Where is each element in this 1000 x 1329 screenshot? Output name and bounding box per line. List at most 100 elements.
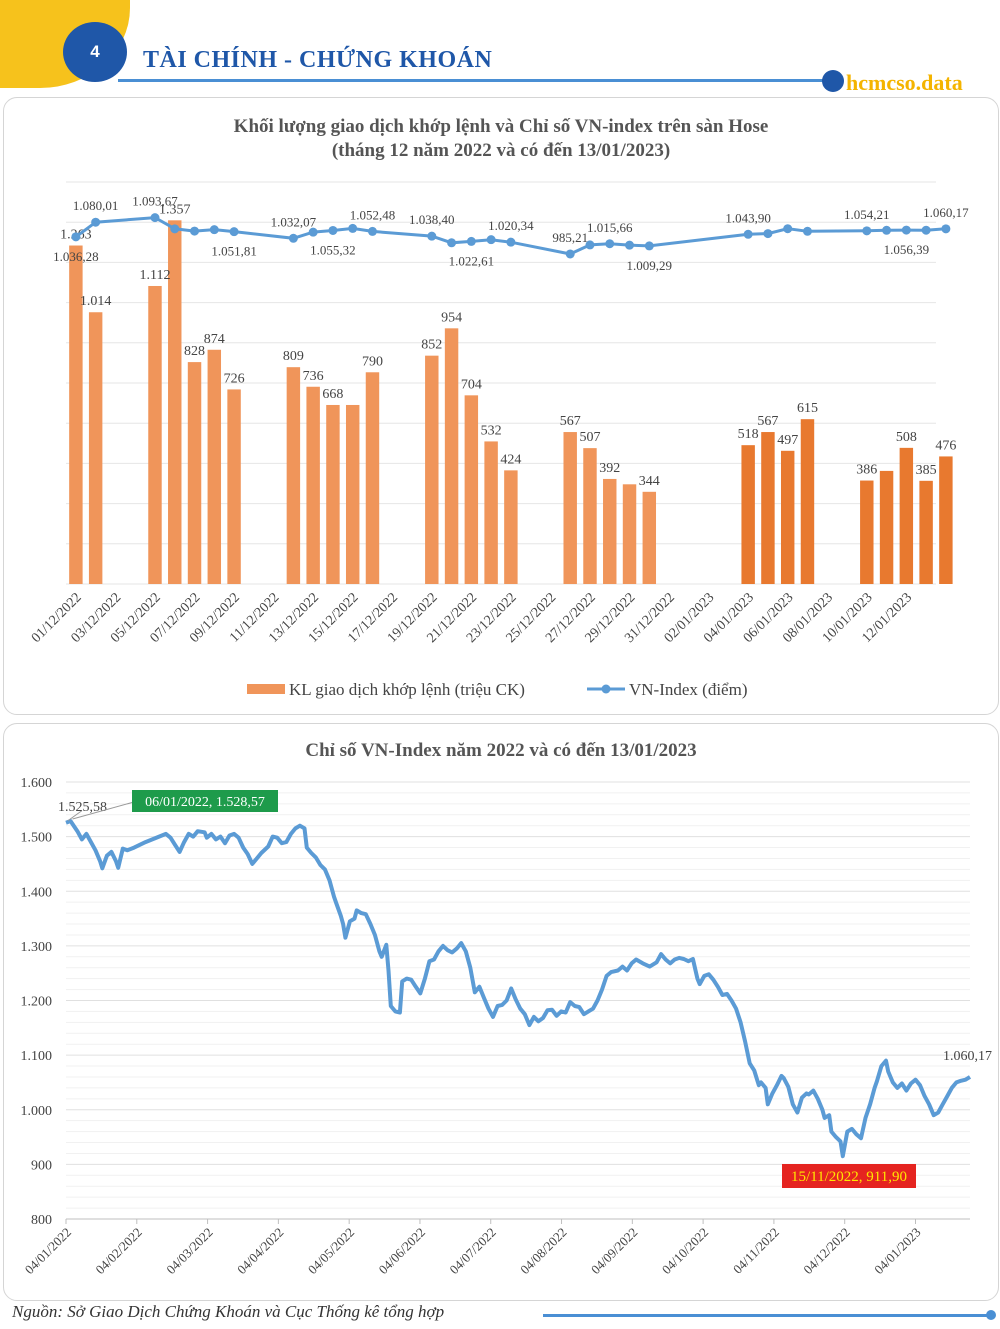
volume-bar bbox=[583, 448, 597, 584]
volume-bar bbox=[306, 386, 320, 584]
vnindex-point bbox=[882, 225, 892, 235]
vnindex-point bbox=[743, 229, 753, 239]
volume-bar-label: 344 bbox=[639, 474, 660, 489]
volume-bar bbox=[148, 285, 162, 584]
vnindex-point bbox=[348, 223, 358, 233]
high-value-label: 06/01/2022, 1.528,57 bbox=[145, 795, 265, 810]
section-title: TÀI CHÍNH - CHỨNG KHOÁN bbox=[143, 47, 493, 73]
vnindex-point bbox=[605, 239, 615, 249]
vnindex-point-label: 1.020,34 bbox=[488, 218, 534, 233]
volume-bar-label: 518 bbox=[738, 427, 759, 442]
brand-name: hcmcso.data bbox=[846, 70, 963, 95]
vnindex-point bbox=[802, 226, 812, 236]
volume-bar-label: 852 bbox=[421, 338, 442, 353]
volume-bar bbox=[227, 389, 241, 584]
start-label-leader bbox=[67, 810, 83, 822]
volume-bar-label: 1.357 bbox=[159, 202, 191, 217]
chart2-x-tick: 04/11/2022 bbox=[730, 1225, 782, 1277]
end-value-label: 1.060,17 bbox=[943, 1049, 992, 1064]
vnindex-point bbox=[783, 224, 793, 234]
footer-dot-icon bbox=[986, 1310, 996, 1320]
volume-bar-label: 828 bbox=[184, 344, 205, 359]
volume-bar-label: 615 bbox=[797, 401, 818, 416]
volume-bar-label: 424 bbox=[500, 452, 521, 467]
vnindex-point bbox=[71, 232, 81, 242]
brand-dot-icon bbox=[822, 70, 844, 92]
high-label-leader bbox=[72, 801, 135, 820]
vnindex-year-chart: Chỉ số VN-Index năm 2022 và có đến 13/01… bbox=[21, 740, 993, 1277]
volume-bar bbox=[365, 372, 380, 584]
volume-bar-label: 790 bbox=[362, 354, 383, 369]
vnindex-point bbox=[447, 238, 457, 248]
footer-divider bbox=[543, 1314, 989, 1317]
chart2-x-tick: 04/06/2022 bbox=[376, 1225, 428, 1277]
volume-bar bbox=[464, 395, 479, 584]
vnindex-point-label: 1.036,28 bbox=[53, 249, 99, 264]
vnindex-year-line bbox=[65, 819, 972, 1159]
volume-bar-label: 532 bbox=[481, 423, 502, 438]
chart2-title: Chỉ số VN-Index năm 2022 và có đến 13/01… bbox=[305, 740, 696, 761]
volume-bar-label: 704 bbox=[461, 377, 482, 392]
vnindex-point-label: 1.032,07 bbox=[271, 214, 317, 229]
vnindex-point bbox=[367, 226, 377, 236]
vnindex-point bbox=[901, 225, 911, 235]
volume-bar-label: 874 bbox=[204, 332, 225, 347]
vnindex-point bbox=[565, 249, 575, 259]
volume-bar bbox=[504, 470, 518, 584]
volume-bar bbox=[326, 404, 340, 584]
vnindex-point-label: 1.038,40 bbox=[409, 212, 455, 227]
vnindex-point bbox=[506, 237, 516, 247]
vnindex-point bbox=[466, 236, 476, 246]
volume-bar-label: 1.014 bbox=[80, 294, 112, 309]
vnindex-point-label: 1.055,32 bbox=[310, 242, 356, 257]
volume-bar bbox=[484, 441, 498, 584]
volume-bar bbox=[899, 447, 914, 584]
vnindex-point bbox=[170, 224, 180, 234]
volume-bar bbox=[444, 328, 459, 584]
volume-bar bbox=[939, 456, 953, 584]
vnindex-point bbox=[644, 241, 654, 251]
volume-bar-label: 954 bbox=[441, 310, 462, 325]
vnindex-point bbox=[209, 225, 219, 235]
volume-bar bbox=[919, 480, 933, 584]
chart2-y-tick: 1.500 bbox=[21, 831, 53, 846]
volume-bar bbox=[741, 445, 755, 584]
volume-bar-label: 476 bbox=[935, 438, 956, 453]
volume-bar-label: 668 bbox=[322, 387, 343, 402]
vnindex-point bbox=[921, 225, 931, 235]
chart2-x-tick: 04/01/2022 bbox=[22, 1225, 74, 1277]
chart2-y-tick: 1.400 bbox=[21, 885, 53, 900]
vnindex-point bbox=[625, 240, 635, 250]
vnindex-point-label: 1.054,21 bbox=[844, 207, 890, 222]
volume-bar-label: 567 bbox=[757, 414, 778, 429]
vnindex-point bbox=[763, 229, 773, 239]
vnindex-point bbox=[150, 213, 160, 223]
chart2-y-tick: 800 bbox=[31, 1213, 52, 1228]
volume-bar-label: 736 bbox=[303, 369, 324, 384]
volume-bar-label: 507 bbox=[579, 430, 600, 445]
volume-bar bbox=[800, 419, 815, 584]
legend-label-index: VN-Index (điểm) bbox=[629, 680, 748, 699]
chart2-x-tick: 04/09/2022 bbox=[588, 1225, 640, 1277]
vnindex-point-label: 1.093,67 bbox=[132, 194, 178, 209]
chart2-x-tick: 04/05/2022 bbox=[305, 1225, 357, 1277]
volume-bar-label: 726 bbox=[224, 371, 245, 386]
chart2-y-tick: 1.100 bbox=[21, 1049, 53, 1064]
vnindex-year-chart-panel: Chỉ số VN-Index năm 2022 và có đến 13/01… bbox=[3, 723, 999, 1301]
volume-bar bbox=[603, 478, 617, 584]
vnindex-point-label: 1.052,48 bbox=[350, 207, 396, 222]
vnindex-point bbox=[190, 226, 200, 236]
vnindex-point-label: 1.056,39 bbox=[884, 242, 930, 257]
chart2-y-tick: 900 bbox=[31, 1158, 52, 1173]
chart2-x-tick: 04/12/2022 bbox=[800, 1225, 852, 1277]
chart2-x-tick: 04/08/2022 bbox=[517, 1225, 569, 1277]
volume-bar bbox=[69, 245, 83, 585]
vnindex-point bbox=[941, 224, 951, 234]
volume-bar bbox=[88, 312, 103, 584]
legend-marker-index bbox=[601, 684, 611, 694]
vnindex-point bbox=[862, 226, 872, 236]
volume-bar-label: 1.112 bbox=[139, 268, 170, 283]
chart1-title: Khối lượng giao dịch khớp lệnh và Chỉ số… bbox=[234, 116, 769, 137]
vnindex-point-label: 1.051,81 bbox=[211, 244, 257, 259]
high-label-box bbox=[132, 790, 278, 812]
